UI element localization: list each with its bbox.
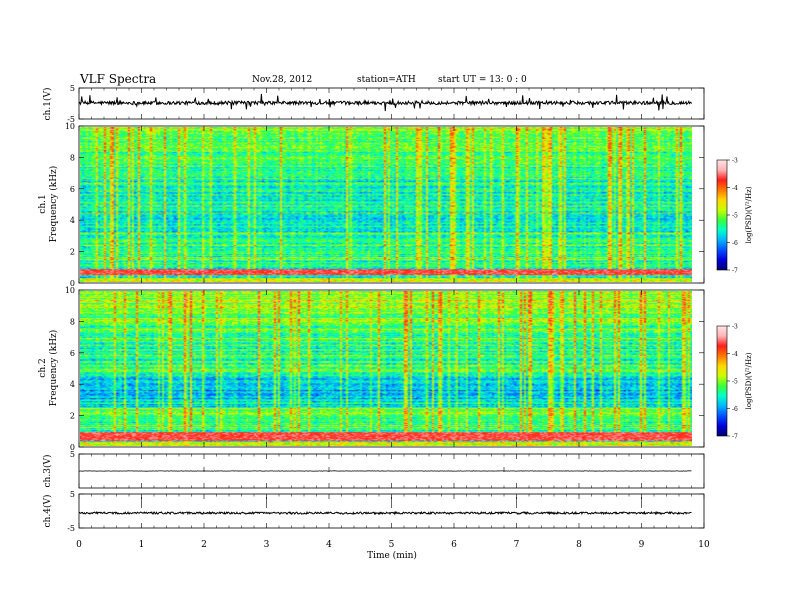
- colorbar-tick-label: -4: [732, 351, 738, 358]
- y-tick-label: 5: [70, 84, 75, 93]
- ch1-spec-y-ticks: 0 2 4 6 8 10: [65, 122, 704, 288]
- colorbar-tick-label: -6: [732, 240, 738, 247]
- ch1-y-label: ch.1(V): [42, 88, 53, 121]
- date-label: Nov.28, 2012: [252, 75, 313, 85]
- ch2-colorbar-label: log(PSD)(V²/Hz): [745, 352, 753, 409]
- ch1-spectrogram-image: [80, 127, 692, 282]
- x-tick-label: 4: [326, 540, 332, 550]
- station-label: station=ATH: [357, 75, 416, 85]
- ch2-spec-y-label-ch: ch.2: [38, 358, 48, 377]
- y-tick-label: 10: [65, 122, 75, 131]
- ch1-trace: [78, 93, 692, 112]
- ch3-y-ticks: 5: [70, 450, 704, 472]
- colorbar-tick-label: -5: [732, 379, 738, 386]
- ch4-trace: [78, 510, 692, 516]
- time-x-axis: 0 1 2 3 4 5 6 7 8 9 10: [76, 88, 710, 550]
- x-tick-label: 10: [698, 540, 710, 550]
- ch1-spec-y-label-ch: ch.1: [38, 194, 48, 213]
- y-tick-label: 10: [65, 286, 75, 295]
- x-tick-label: 7: [514, 540, 520, 550]
- y-tick-label: 2: [70, 248, 75, 257]
- x-tick-label: 1: [139, 540, 145, 550]
- x-axis-label: Time (min): [367, 550, 417, 561]
- ch1-panel: 5 -5 ch.1(V): [42, 84, 705, 124]
- ch2-colorbar: [716, 325, 728, 437]
- y-tick-label: 0: [70, 279, 75, 288]
- ch1-colorbar: [716, 159, 728, 271]
- y-tick-label: 5: [70, 450, 75, 459]
- colorbar-tick-label: -7: [732, 268, 738, 275]
- colorbar-tick-label: -7: [732, 434, 738, 441]
- ch1-spec-y-label-freq: Frequency (kHz): [48, 166, 59, 243]
- ch2-spectrogram-image: [80, 291, 692, 446]
- ch2-spec-y-ticks: 0 2 4 6 8 10: [65, 286, 704, 452]
- x-tick-label: 8: [576, 540, 582, 550]
- y-tick-label: 6: [70, 349, 75, 358]
- colorbar-tick-label: -3: [732, 158, 738, 165]
- y-tick-label: 8: [70, 153, 75, 162]
- y-tick-label: -5: [67, 115, 75, 124]
- ch2-spec-y-label-freq: Frequency (kHz): [48, 330, 59, 407]
- y-tick-label: 5: [70, 490, 75, 499]
- ch4-y-label: ch.4(V): [42, 495, 53, 528]
- y-tick-label: 4: [70, 380, 75, 389]
- y-tick-label: 4: [70, 216, 75, 225]
- start-time-label: start UT = 13: 0 : 0: [438, 75, 527, 85]
- colorbar-tick-label: -6: [732, 406, 738, 413]
- x-tick-label: 3: [264, 540, 270, 550]
- ch3-panel: 5 ch.3(V): [42, 450, 705, 489]
- x-tick-label: 0: [76, 540, 82, 550]
- ch1-colorbar-label: log(PSD)(V²/Hz): [745, 186, 753, 243]
- y-tick-label: -5: [67, 524, 75, 533]
- ch1-y-ticks: 5 -5: [67, 84, 704, 124]
- ch1-colorbar-ticks: -3 -4 -5 -6 -7: [727, 158, 738, 275]
- y-tick-label: 0: [70, 443, 75, 452]
- colorbar-tick-label: -4: [732, 185, 738, 192]
- x-tick-label: 6: [451, 540, 457, 550]
- colorbar-tick-label: -5: [732, 213, 738, 220]
- ch3-y-label: ch.3(V): [42, 455, 53, 488]
- colorbar-tick-label: -3: [732, 324, 738, 331]
- y-tick-label: 8: [70, 317, 75, 326]
- x-tick-label: 2: [201, 540, 207, 550]
- figure-title: VLF Spectra: [80, 72, 157, 86]
- ch2-colorbar-ticks: -3 -4 -5 -6 -7: [727, 324, 738, 441]
- y-tick-label: 2: [70, 412, 75, 421]
- x-tick-label: 5: [389, 540, 395, 550]
- y-tick-label: 6: [70, 185, 75, 194]
- x-tick-label: 9: [639, 540, 645, 550]
